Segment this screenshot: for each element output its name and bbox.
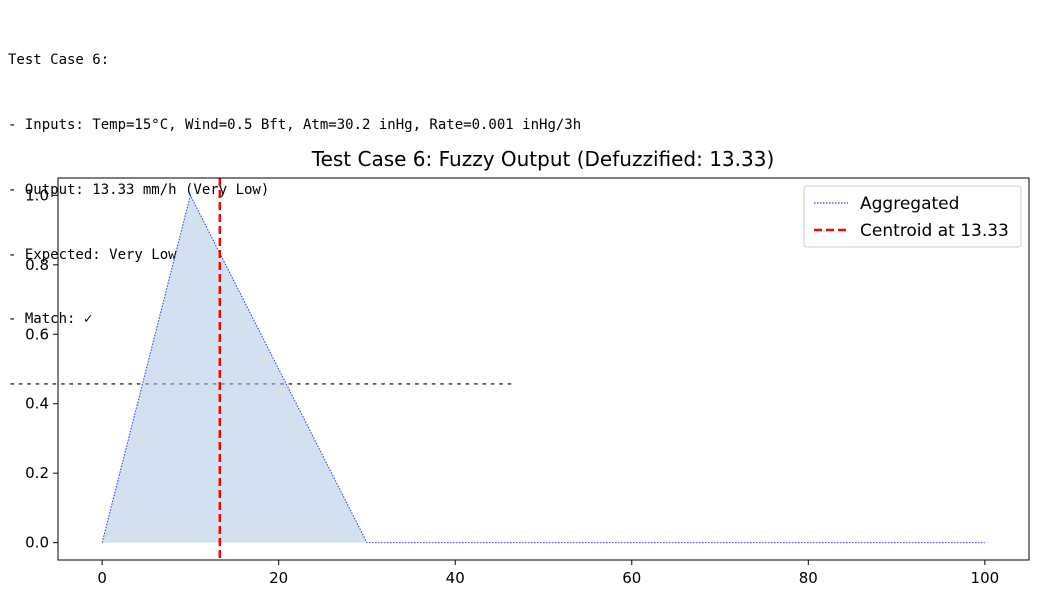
y-tick-label: 0.2 [25, 464, 49, 482]
output-line: - Expected: Very Low [8, 246, 177, 263]
y-tick-label: 1.0 [25, 186, 49, 204]
fuzzy-output-chart: Test Case 6: Fuzzy Output (Defuzzified: … [25, 147, 1030, 587]
output-line: - Output: 13.33 mm/h (Very Low) [8, 181, 270, 198]
legend-label: Centroid at 13.33 [860, 221, 1009, 241]
y-tick-label: 0.6 [25, 325, 49, 343]
console-output: Test Case 6: - Inputs: Temp=15°C, Wind=0… [8, 7, 581, 417]
x-tick-label: 20 [269, 569, 288, 587]
series-line-aggregated [101, 193, 985, 544]
legend-label: Aggregated [860, 194, 959, 214]
x-tick-label: 0 [97, 569, 107, 587]
y-tick-label: 0.8 [25, 256, 49, 274]
legend-box [803, 185, 1022, 248]
x-tick-label: 60 [622, 569, 641, 587]
y-tick-label: 0.4 [25, 395, 49, 413]
output-line: - Inputs: Temp=15°C, Wind=0.5 Bft, Atm=3… [8, 116, 582, 133]
x-tick-label: 80 [799, 569, 818, 587]
x-tick-label: 100 [971, 569, 1000, 587]
x-tick-label: 40 [446, 569, 465, 587]
plot-area [101, 178, 985, 560]
axes-frame [57, 177, 1030, 561]
y-tick-label: 0.0 [25, 534, 49, 552]
chart-title: Test Case 6: Fuzzy Output (Defuzzified: … [311, 147, 775, 171]
output-line: - Match: ✓ [8, 311, 93, 328]
legend: Aggregated Centroid at 13.33 [803, 185, 1022, 248]
output-line: Test Case 6: [8, 52, 110, 69]
axes: 0 20 40 60 80 100 0.0 0.2 0.4 0.6 0.8 1.0 [25, 177, 1030, 587]
series-area-fill [102, 195, 985, 543]
